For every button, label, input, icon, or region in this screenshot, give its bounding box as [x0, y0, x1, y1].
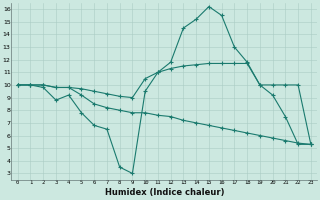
- X-axis label: Humidex (Indice chaleur): Humidex (Indice chaleur): [105, 188, 224, 197]
